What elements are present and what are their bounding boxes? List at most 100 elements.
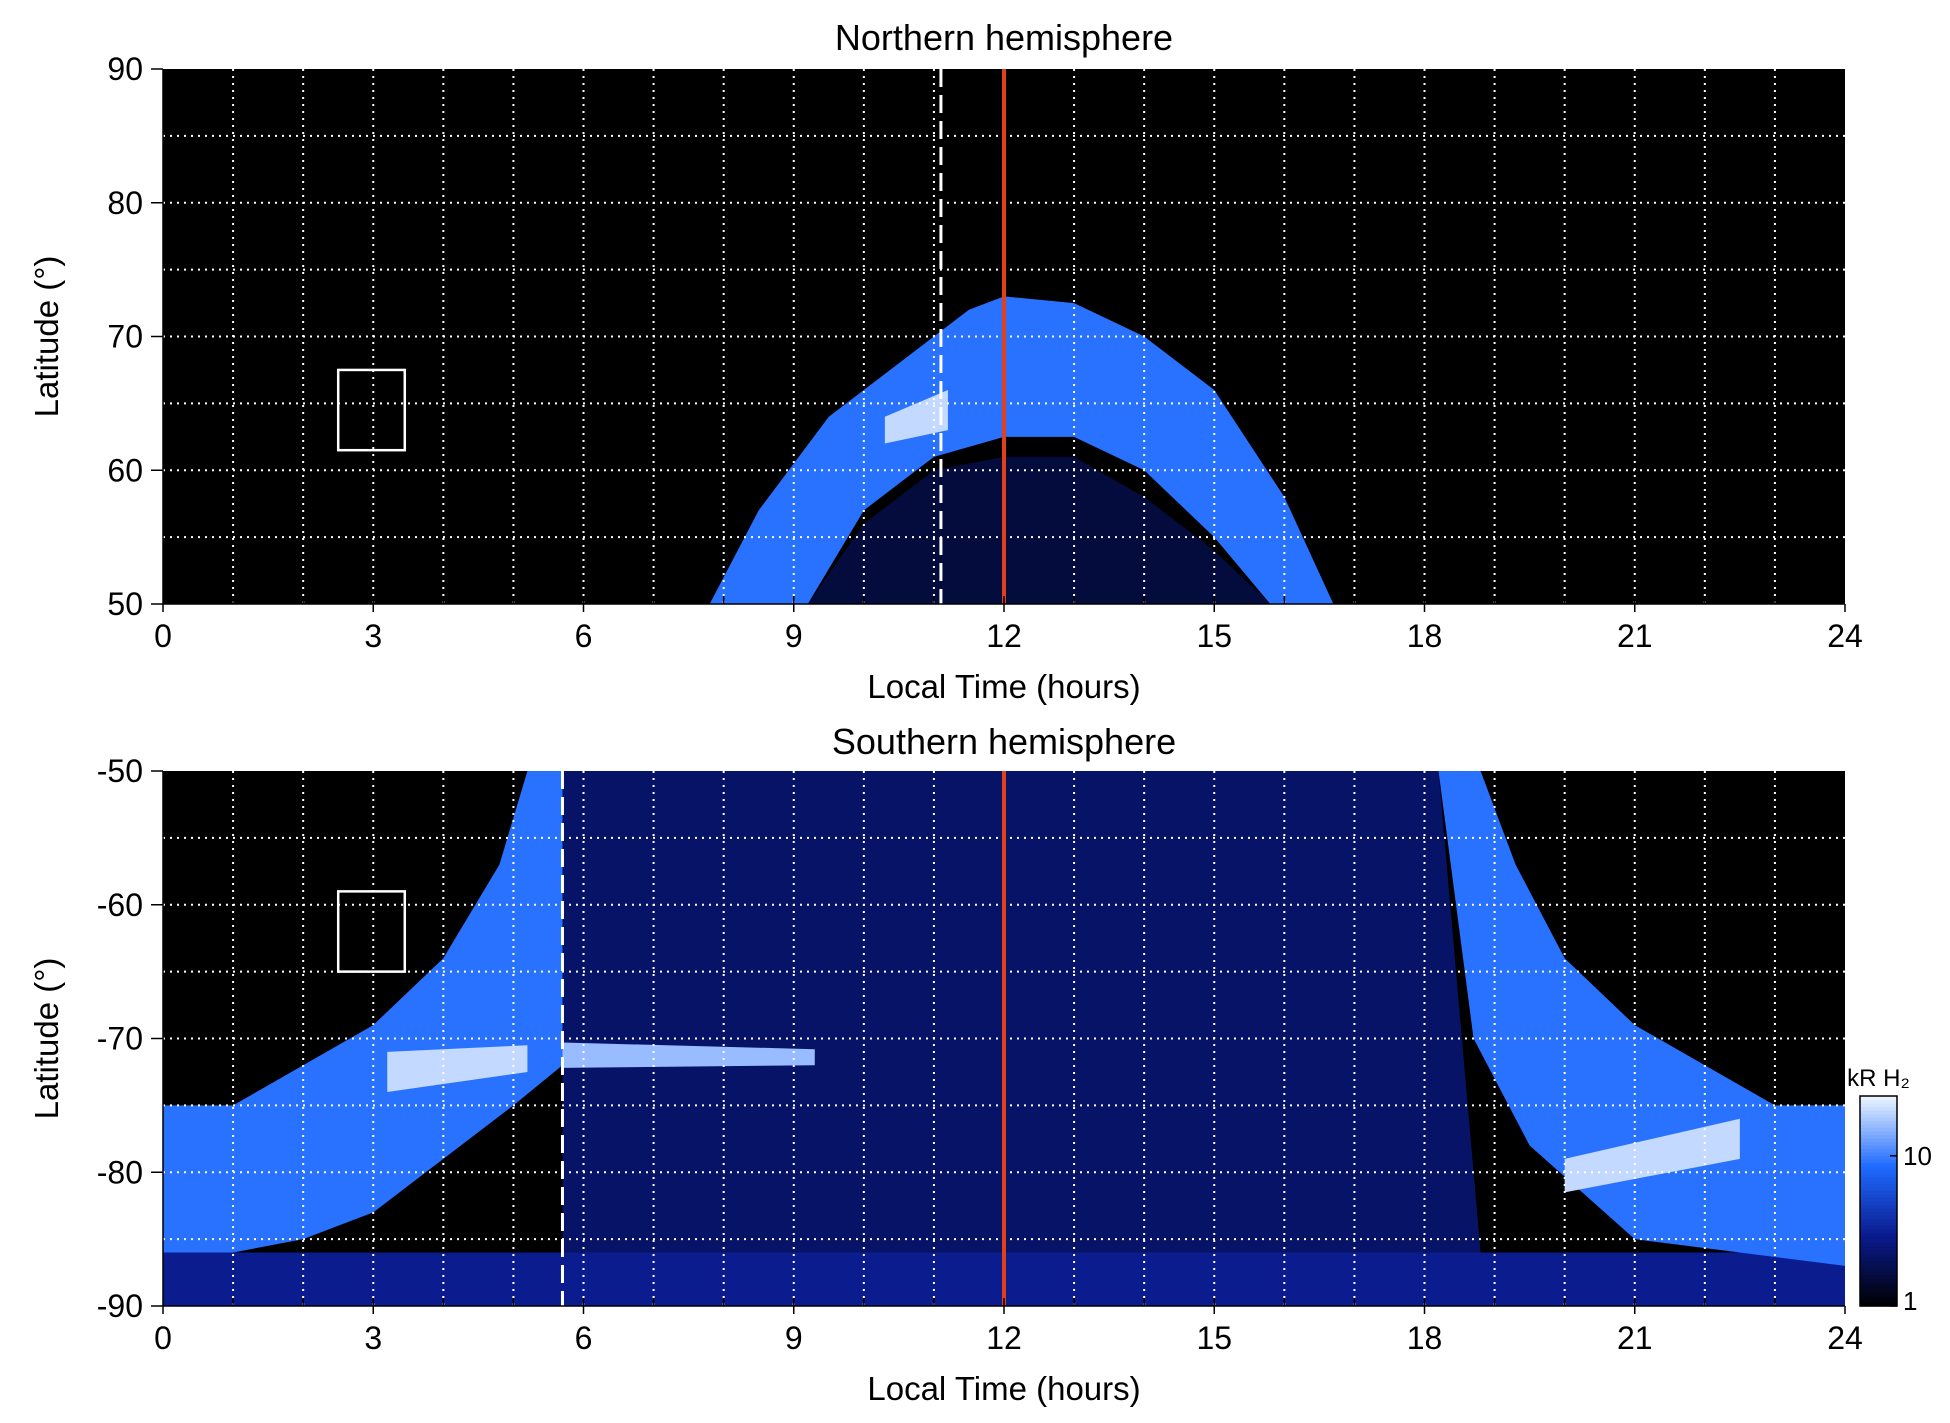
emission-region — [807, 456, 1271, 604]
colorbar-step — [1860, 1229, 1897, 1234]
colorbar-step — [1860, 1180, 1897, 1185]
plot-area — [163, 771, 1845, 1306]
colorbar-step — [1860, 1274, 1897, 1279]
colorbar-step — [1860, 1201, 1897, 1206]
colorbar-step — [1860, 1222, 1897, 1227]
colorbar-step — [1860, 1236, 1897, 1241]
colorbar-step — [1860, 1218, 1897, 1223]
colorbar-step — [1860, 1173, 1897, 1178]
x-tick-label: 6 — [575, 1320, 593, 1356]
colorbar-step — [1860, 1159, 1897, 1164]
colorbar-step — [1860, 1152, 1897, 1157]
colorbar-step — [1860, 1197, 1897, 1202]
colorbar-step — [1860, 1288, 1897, 1293]
colorbar-step — [1860, 1134, 1897, 1139]
x-tick-label: 18 — [1407, 618, 1443, 654]
x-axis-label: Local Time (hours) — [867, 1370, 1140, 1407]
colorbar-step — [1860, 1138, 1897, 1143]
colorbar-step — [1860, 1204, 1897, 1209]
colorbar-step — [1860, 1246, 1897, 1251]
y-tick-label: -50 — [97, 753, 143, 789]
x-tick-label: 3 — [364, 618, 382, 654]
colorbar-step — [1860, 1148, 1897, 1153]
colorbar-step — [1860, 1292, 1897, 1297]
y-tick-label: -70 — [97, 1021, 143, 1057]
colorbar-step — [1860, 1113, 1897, 1118]
y-axis-label: Latitude (°) — [28, 958, 65, 1120]
colorbar-step — [1860, 1243, 1897, 1248]
colorbar-step — [1860, 1106, 1897, 1111]
colorbar-step — [1860, 1096, 1897, 1101]
colorbar-step — [1860, 1110, 1897, 1115]
colorbar-step — [1860, 1239, 1897, 1244]
y-tick-label: 80 — [107, 185, 143, 221]
colorbar-step — [1860, 1120, 1897, 1125]
x-tick-label: 9 — [785, 1320, 803, 1356]
x-tick-label: 15 — [1196, 1320, 1232, 1356]
colorbar-step — [1860, 1285, 1897, 1290]
y-tick-label: 90 — [107, 51, 143, 87]
colorbar-step — [1860, 1141, 1897, 1146]
colorbar-step — [1860, 1187, 1897, 1192]
emission-region — [562, 771, 1481, 1253]
y-tick-label: -60 — [97, 887, 143, 923]
emission-region — [562, 1042, 815, 1068]
colorbar-step — [1860, 1295, 1897, 1300]
colorbar-step — [1860, 1103, 1897, 1108]
colorbar-step — [1860, 1225, 1897, 1230]
colorbar-step — [1860, 1264, 1897, 1269]
colorbar-step — [1860, 1271, 1897, 1276]
colorbar-step — [1860, 1183, 1897, 1188]
colorbar-step — [1860, 1169, 1897, 1174]
y-axis-label: Latitude (°) — [28, 256, 65, 418]
colorbar-step — [1860, 1099, 1897, 1104]
colorbar-step — [1860, 1124, 1897, 1129]
x-axis-label: Local Time (hours) — [867, 668, 1140, 705]
y-tick-label: -80 — [97, 1154, 143, 1190]
x-tick-label: 21 — [1617, 1320, 1653, 1356]
colorbar-step — [1860, 1257, 1897, 1262]
colorbar-step — [1860, 1299, 1897, 1304]
chart-title: Southern hemisphere — [832, 721, 1176, 762]
colorbar-step — [1860, 1166, 1897, 1171]
colorbar-step — [1860, 1215, 1897, 1220]
colorbar-step — [1860, 1131, 1897, 1136]
region-box — [336, 890, 407, 973]
colorbar-step — [1860, 1176, 1897, 1181]
x-tick-label: 0 — [154, 1320, 172, 1356]
colorbar-step — [1860, 1281, 1897, 1286]
y-tick-label: 70 — [107, 319, 143, 355]
x-tick-label: 24 — [1827, 618, 1863, 654]
chart-title: Northern hemisphere — [835, 17, 1173, 58]
colorbar-step — [1860, 1208, 1897, 1213]
x-tick-label: 12 — [986, 1320, 1022, 1356]
emission-region — [709, 296, 1334, 604]
emission-region — [1438, 771, 1845, 1266]
colorbar-step — [1860, 1145, 1897, 1150]
x-tick-label: 21 — [1617, 618, 1653, 654]
emission-region — [163, 771, 563, 1253]
x-tick-label: 24 — [1827, 1320, 1863, 1356]
colorbar-step — [1860, 1162, 1897, 1167]
x-tick-label: 15 — [1196, 618, 1232, 654]
emission-region — [387, 1045, 528, 1092]
emission-region — [1564, 1118, 1740, 1193]
colorbar-step — [1860, 1117, 1897, 1122]
colorbar-step — [1860, 1190, 1897, 1195]
colorbar-frame — [1859, 1095, 1898, 1307]
colorbar-label: kR H₂ — [1847, 1065, 1910, 1092]
y-tick-label: 60 — [107, 452, 143, 488]
x-tick-label: 6 — [575, 618, 593, 654]
x-tick-label: 9 — [785, 618, 803, 654]
x-tick-label: 18 — [1407, 1320, 1443, 1356]
colorbar-tick-label: 10 — [1903, 1141, 1932, 1171]
x-tick-label: 12 — [986, 618, 1022, 654]
colorbar-step — [1860, 1127, 1897, 1132]
y-tick-label: 50 — [107, 586, 143, 622]
colorbar-step — [1860, 1211, 1897, 1216]
colorbar-tick-label: 1 — [1903, 1286, 1917, 1316]
colorbar-step — [1860, 1250, 1897, 1255]
y-tick-label: -90 — [97, 1288, 143, 1324]
region-box — [336, 368, 407, 452]
